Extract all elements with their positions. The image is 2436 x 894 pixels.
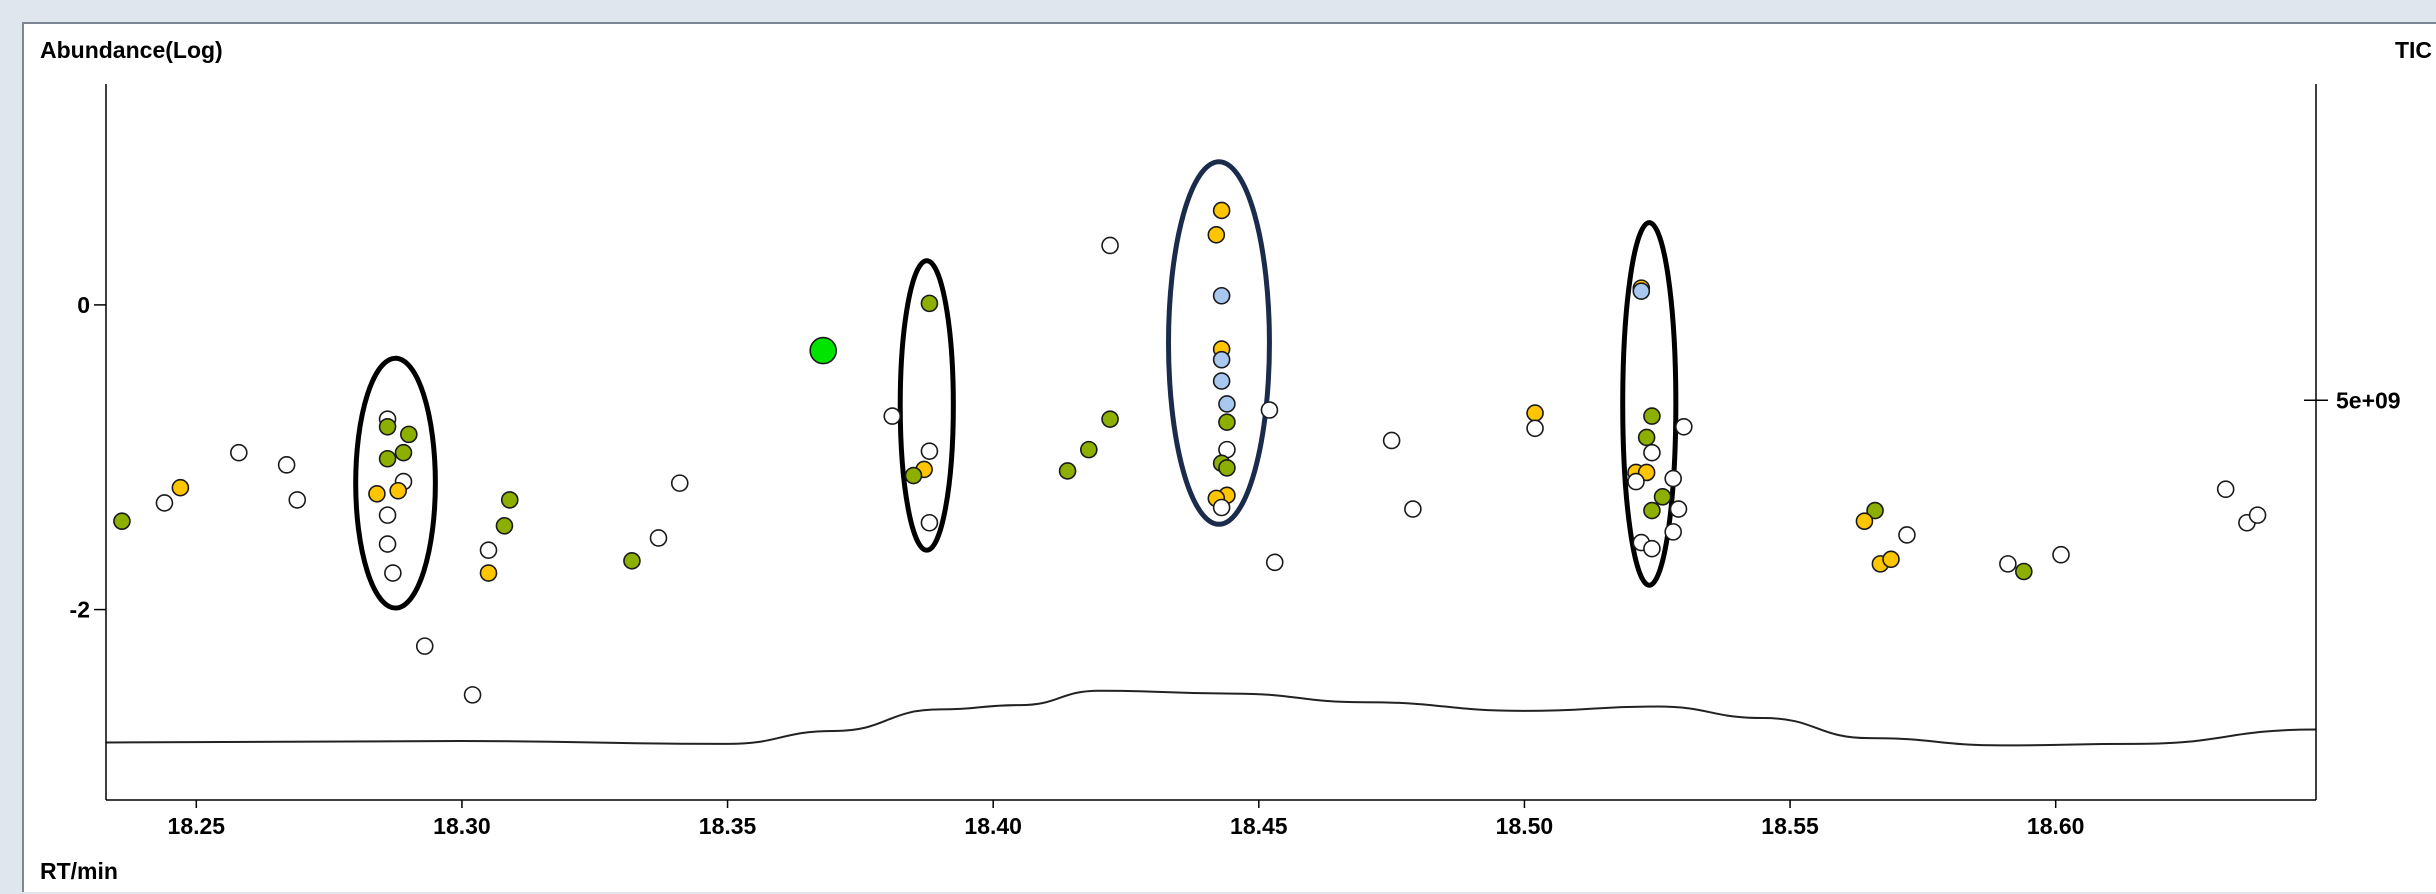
data-point <box>479 541 498 559</box>
axes: 18.25 18.30 18.35 18.40 18.45 18.50 18.55 18.60… <box>70 84 2401 839</box>
data-point <box>1643 407 1661 425</box>
data-point <box>394 443 413 462</box>
data-point <box>378 417 397 436</box>
data-point <box>1653 488 1672 506</box>
data-point <box>809 336 837 365</box>
data-point <box>368 484 386 503</box>
data-point <box>113 512 131 531</box>
data-point <box>1999 555 2017 573</box>
data-point <box>1526 404 1544 422</box>
data-point <box>1526 419 1544 438</box>
data-point <box>920 513 939 532</box>
y-tick-label: -2 <box>70 597 90 623</box>
data-point <box>1664 523 1682 541</box>
data-point <box>883 407 902 425</box>
data-point <box>400 425 418 444</box>
chart-panel: 18.25 18.30 18.35 18.40 18.45 18.50 18.55 18.60… <box>22 22 2436 892</box>
data-point <box>1866 501 1884 520</box>
data-point <box>670 474 689 492</box>
data-point <box>2248 506 2267 524</box>
data-point <box>1212 201 1231 220</box>
data-point <box>378 449 397 468</box>
data-point <box>1382 431 1401 450</box>
data-point <box>1218 413 1236 431</box>
axis-labels: Abundance(Log) TIC RT/min <box>40 37 2432 884</box>
x-tick-label: 18.30 <box>433 813 491 839</box>
data-point <box>2015 562 2033 581</box>
data-point <box>1212 498 1231 517</box>
data-point <box>1898 526 1916 544</box>
tic-line <box>105 689 2317 747</box>
data-point <box>1637 428 1656 447</box>
data-point <box>920 442 939 460</box>
data-point <box>288 491 307 509</box>
data-point <box>1664 469 1682 488</box>
data-point <box>1207 226 1226 244</box>
data-point <box>1212 286 1231 305</box>
data-point <box>904 466 923 485</box>
x-tick-label: 18.50 <box>1496 813 1554 839</box>
data-point <box>479 564 498 582</box>
data-point <box>1212 372 1231 390</box>
data-point <box>1265 553 1284 572</box>
data-point <box>1101 410 1119 428</box>
data-point <box>1404 500 1422 518</box>
annotation-ellipse <box>353 355 438 611</box>
data-point <box>415 637 434 655</box>
data-point <box>277 456 296 474</box>
data-point <box>1058 462 1077 480</box>
data-point <box>1212 350 1231 369</box>
right-tick-label: 5e+09 <box>2336 387 2401 413</box>
x-tick-label: 18.35 <box>699 813 757 839</box>
data-point <box>1218 395 1236 413</box>
data-point <box>1643 443 1661 462</box>
x-tick-label: 18.45 <box>1230 813 1288 839</box>
data-point <box>230 443 248 462</box>
x-tick-label: 18.60 <box>2027 813 2085 839</box>
data-point <box>1643 539 1661 558</box>
data-point <box>1632 282 1651 300</box>
data-point <box>623 552 641 570</box>
data-point <box>1643 501 1661 520</box>
y-tick-label: 0 <box>77 292 90 318</box>
data-point <box>1855 512 1874 531</box>
data-point <box>2216 480 2235 499</box>
data-point <box>1669 500 1688 518</box>
data-point <box>1627 472 1645 491</box>
y-axis-title: Abundance(Log) <box>40 37 223 63</box>
x-axis-title: RT/min <box>40 858 118 884</box>
annotation-ellipses <box>353 159 1679 611</box>
data-point <box>1080 440 1098 459</box>
x-tick-label: 18.55 <box>1761 813 1819 839</box>
data-point <box>463 686 482 704</box>
data-point <box>1260 401 1279 419</box>
data-point <box>500 491 519 509</box>
data-point <box>155 494 174 512</box>
annotation-ellipse <box>1620 220 1679 588</box>
data-point <box>1675 417 1693 436</box>
data-point <box>1882 550 1900 569</box>
annotation-ellipse <box>1166 159 1272 527</box>
scatter-chart: 18.25 18.30 18.35 18.40 18.45 18.50 18.55 18.60… <box>40 37 2432 884</box>
data-point <box>384 564 402 582</box>
data-point <box>1101 236 1119 255</box>
data-point <box>649 529 668 547</box>
data-point <box>389 481 407 500</box>
data-point <box>2052 545 2070 564</box>
data-point <box>171 478 190 497</box>
data-point <box>378 506 397 524</box>
x-tick-label: 18.25 <box>168 813 226 839</box>
tic-trace <box>105 689 2317 747</box>
annotation-ellipse <box>897 258 956 553</box>
data-point <box>1218 459 1236 477</box>
data-point <box>495 516 514 535</box>
data-point <box>920 294 939 313</box>
right-axis-title: TIC <box>2395 37 2432 63</box>
data-point <box>378 535 397 553</box>
data-points <box>113 201 2267 704</box>
x-tick-label: 18.40 <box>964 813 1022 839</box>
